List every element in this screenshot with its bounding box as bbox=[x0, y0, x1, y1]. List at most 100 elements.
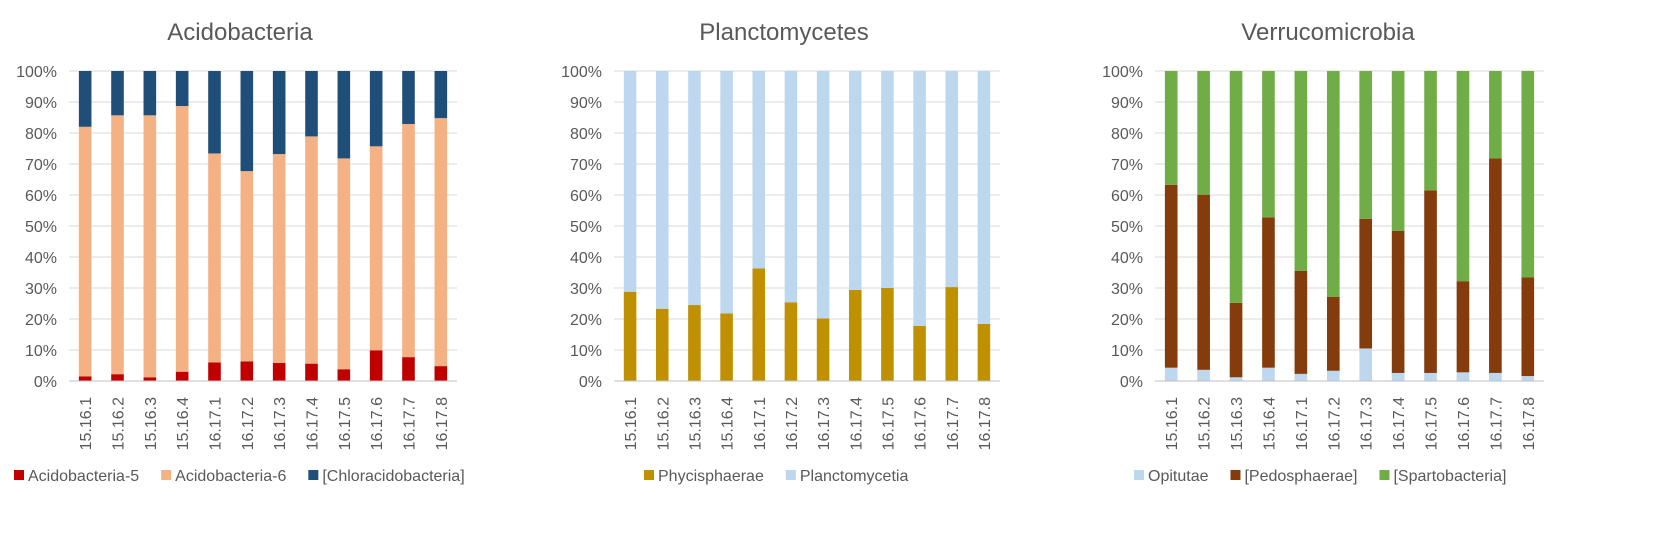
bar-pedosphaerae bbox=[1521, 277, 1535, 377]
legend-item-phycisphaerae: Phycisphaerae bbox=[644, 468, 764, 485]
y-tick-label: 0% bbox=[579, 374, 602, 391]
x-tick-label: 16.17.7 bbox=[945, 397, 962, 450]
x-tick-label: 16.17.3 bbox=[1359, 397, 1376, 450]
legend-label: Acidobacteria-6 bbox=[175, 468, 286, 485]
legend: Opitutae [Pedosphaerae] [Spartobacteria] bbox=[1134, 468, 1506, 485]
y-tick-label: 10% bbox=[570, 343, 602, 360]
legend-label: [Chloracidobacteria] bbox=[322, 468, 464, 485]
y-tick-label: 50% bbox=[25, 219, 57, 236]
bar-planctomycetia bbox=[688, 71, 701, 306]
bar-acidobacteria-5 bbox=[175, 371, 189, 381]
bar-chloracidobacteria bbox=[111, 71, 124, 116]
bar-spartobacteria bbox=[1294, 71, 1308, 271]
y-tick-label: 20% bbox=[25, 312, 57, 329]
y-tick-label: 100% bbox=[1102, 64, 1143, 81]
x-tick-label: 16.17.5 bbox=[337, 397, 354, 450]
bar-spartobacteria bbox=[1521, 71, 1535, 278]
legend-item-chloracidobacteria: [Chloracidobacteria] bbox=[308, 468, 465, 485]
legend-label: [Spartobacteria] bbox=[1393, 468, 1506, 485]
bar-spartobacteria bbox=[1326, 71, 1340, 297]
y-tick-label: 40% bbox=[1111, 250, 1143, 267]
y-tick-label: 30% bbox=[570, 281, 602, 298]
legend-label: [Pedosphaerae] bbox=[1244, 468, 1357, 485]
bar-acidobacteria-6 bbox=[402, 124, 415, 358]
legend-swatch bbox=[1230, 470, 1241, 480]
x-tick-label: 16.17.1 bbox=[1294, 397, 1311, 450]
y-tick-label: 90% bbox=[1111, 95, 1143, 112]
bar-acidobacteria-6 bbox=[272, 154, 286, 364]
bar-opitutae bbox=[1197, 369, 1210, 381]
bar-acidobacteria-5 bbox=[434, 366, 448, 381]
bar-acidobacteria-6 bbox=[111, 115, 124, 375]
bar-opitutae bbox=[1164, 367, 1178, 381]
x-tick-label: 16.17.6 bbox=[369, 397, 386, 450]
x-tick-label: 15.16.4 bbox=[720, 397, 737, 450]
x-tick-label: 15.16.1 bbox=[1164, 397, 1181, 450]
bar-acidobacteria-5 bbox=[337, 369, 351, 381]
x-tick-label: 16.17.1 bbox=[208, 397, 225, 450]
legend-item-planctomycetia: Planctomycetia bbox=[785, 468, 908, 485]
y-tick-label: 90% bbox=[25, 95, 57, 112]
y-tick-label: 10% bbox=[1111, 343, 1143, 360]
x-tick-label: 16.17.8 bbox=[434, 397, 451, 450]
y-tick-label: 60% bbox=[25, 188, 57, 205]
x-tick-label: 16.17.5 bbox=[880, 397, 897, 450]
x-tick-label: 16.17.6 bbox=[1456, 397, 1473, 450]
bar-opitutae bbox=[1326, 370, 1340, 381]
bar-phycisphaerae bbox=[688, 305, 701, 381]
bar-acidobacteria-5 bbox=[240, 361, 254, 381]
x-tick-label: 16.17.4 bbox=[305, 397, 322, 450]
chart-title: Verrucomicrobia bbox=[1241, 19, 1415, 46]
bar-chloracidobacteria bbox=[305, 71, 318, 137]
y-tick-label: 90% bbox=[570, 95, 602, 112]
bar-planctomycetia bbox=[848, 71, 862, 290]
x-tick-label: 15.16.1 bbox=[78, 397, 95, 450]
x-tick-label: 16.17.4 bbox=[848, 397, 865, 450]
legend-swatch bbox=[14, 470, 24, 480]
y-tick-label: 80% bbox=[570, 126, 602, 143]
bar-acidobacteria-6 bbox=[143, 115, 157, 378]
bar-spartobacteria bbox=[1489, 71, 1502, 159]
bar-acidobacteria-5 bbox=[369, 350, 383, 381]
bar-acidobacteria-5 bbox=[143, 377, 157, 381]
bar-acidobacteria-5 bbox=[272, 363, 286, 381]
bar-opitutae bbox=[1521, 376, 1535, 381]
legend-swatch bbox=[1134, 470, 1144, 480]
legend-swatch bbox=[308, 470, 319, 480]
y-tick-label: 0% bbox=[1120, 374, 1143, 391]
bar-planctomycetia bbox=[720, 71, 733, 314]
x-tick-label: 16.17.2 bbox=[240, 397, 257, 450]
y-tick-label: 30% bbox=[25, 281, 57, 298]
legend-item-acidobacteria-5: Acidobacteria-5 bbox=[14, 468, 139, 485]
bar-spartobacteria bbox=[1229, 71, 1243, 303]
legend: Acidobacteria-5 Acidobacteria-6 [Chloracid… bbox=[14, 468, 465, 485]
bar-acidobacteria-5 bbox=[402, 357, 415, 381]
x-tick-label: 15.16.1 bbox=[623, 397, 640, 450]
y-tick-label: 30% bbox=[1111, 281, 1143, 298]
x-tick-label: 16.17.3 bbox=[272, 397, 289, 450]
bar-pedosphaerae bbox=[1456, 281, 1470, 373]
y-tick-label: 80% bbox=[1111, 126, 1143, 143]
legend-label: Opitutae bbox=[1148, 468, 1209, 485]
bar-acidobacteria-5 bbox=[305, 363, 318, 381]
bar-planctomycetia bbox=[655, 71, 669, 309]
x-tick-label: 15.16.4 bbox=[1261, 397, 1278, 450]
bar-phycisphaerae bbox=[752, 268, 766, 381]
y-tick-label: 60% bbox=[570, 188, 602, 205]
x-tick-label: 15.16.3 bbox=[143, 397, 160, 450]
bar-phycisphaerae bbox=[913, 325, 926, 381]
legend-item-pedosphaerae: [Pedosphaerae] bbox=[1230, 468, 1357, 485]
bar-opitutae bbox=[1359, 348, 1373, 381]
bar-spartobacteria bbox=[1359, 71, 1373, 219]
bar-chloracidobacteria bbox=[175, 71, 189, 107]
bar-chloracidobacteria bbox=[78, 71, 92, 127]
bar-chloracidobacteria bbox=[272, 71, 286, 155]
bar-planctomycetia bbox=[913, 71, 926, 326]
legend-swatch bbox=[1379, 470, 1390, 480]
y-tick-label: 100% bbox=[16, 64, 57, 81]
bar-spartobacteria bbox=[1262, 71, 1275, 218]
x-tick-label: 15.16.2 bbox=[111, 397, 128, 450]
bar-pedosphaerae bbox=[1229, 302, 1243, 378]
bar-pedosphaerae bbox=[1489, 158, 1502, 373]
